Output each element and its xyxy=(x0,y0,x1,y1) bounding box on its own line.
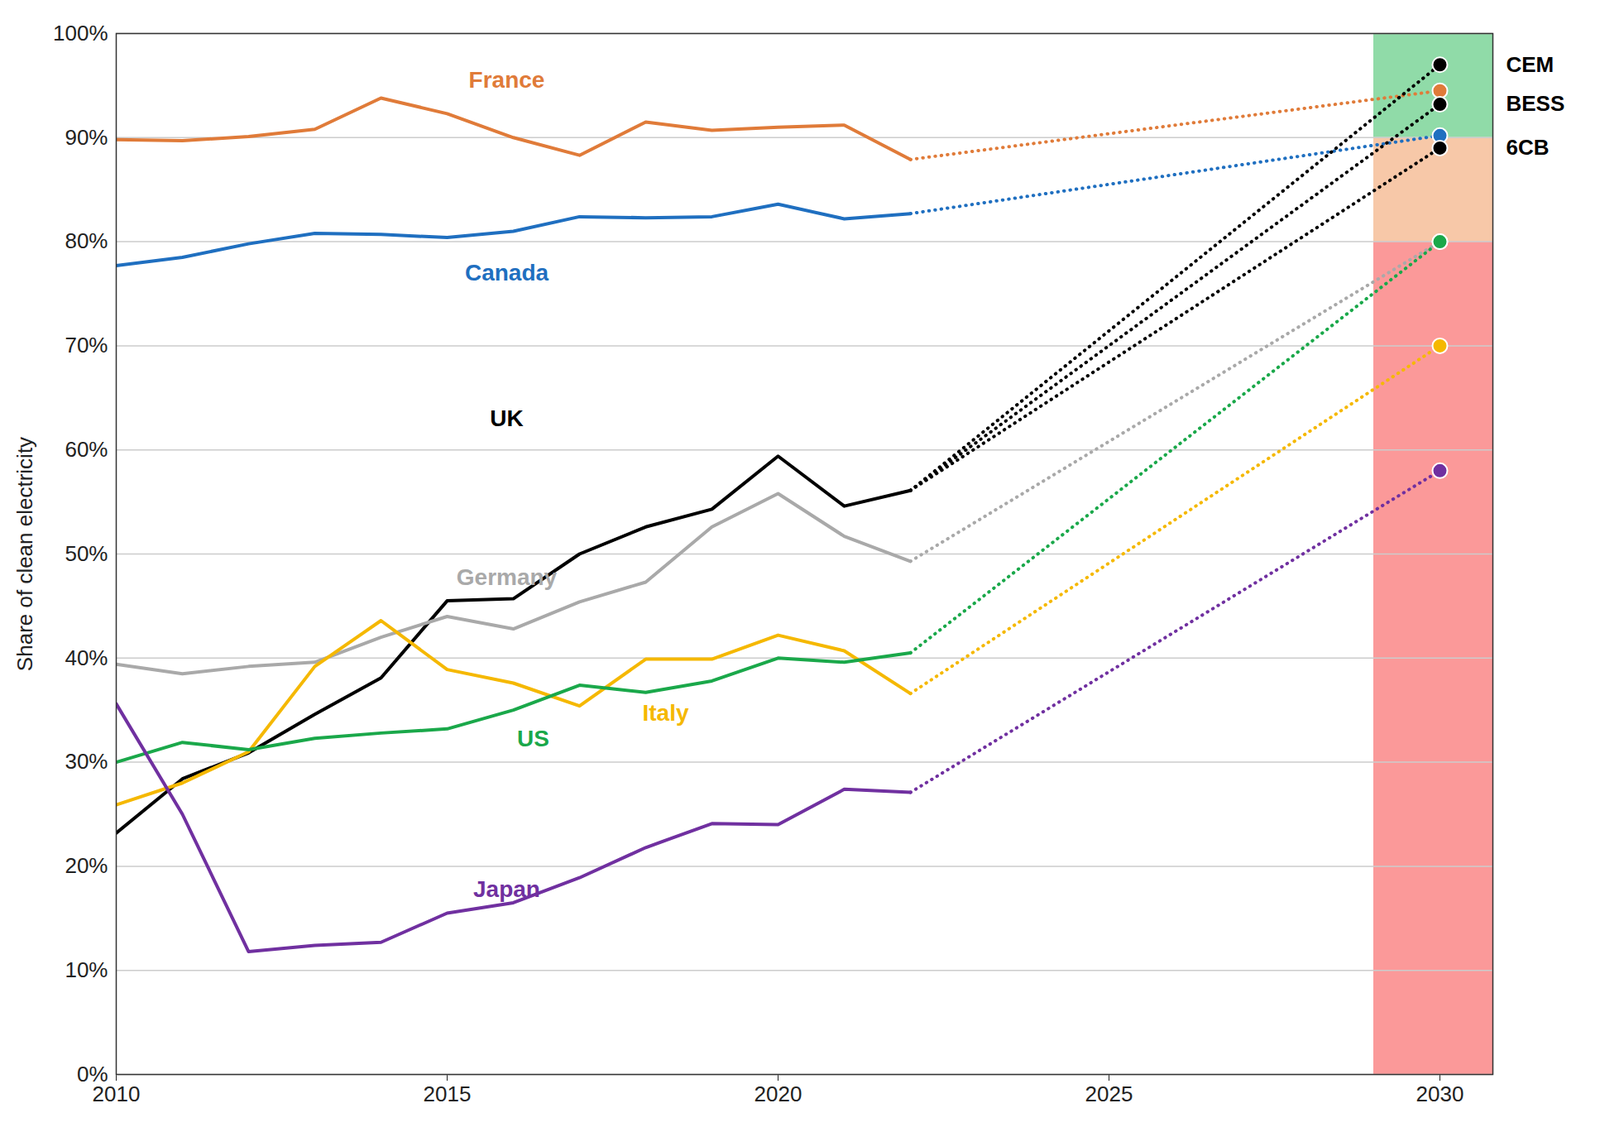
svg-text:6CB: 6CB xyxy=(1506,134,1550,160)
svg-text:2010: 2010 xyxy=(92,1081,141,1107)
svg-text:40%: 40% xyxy=(64,645,108,671)
svg-text:10%: 10% xyxy=(64,957,108,983)
svg-text:BESS: BESS xyxy=(1506,91,1566,116)
svg-text:20%: 20% xyxy=(64,852,108,878)
svg-text:Italy: Italy xyxy=(641,699,689,726)
svg-text:Japan: Japan xyxy=(473,876,541,902)
svg-text:2025: 2025 xyxy=(1085,1081,1134,1107)
svg-text:CEM: CEM xyxy=(1506,52,1555,77)
svg-text:US: US xyxy=(517,725,550,752)
svg-text:Canada: Canada xyxy=(464,259,550,286)
svg-text:2030: 2030 xyxy=(1416,1081,1465,1107)
svg-text:Germany: Germany xyxy=(456,564,558,590)
svg-text:0%: 0% xyxy=(76,1061,108,1087)
svg-text:90%: 90% xyxy=(64,124,108,150)
svg-text:70%: 70% xyxy=(64,332,108,358)
svg-text:UK: UK xyxy=(489,405,523,432)
svg-text:Share of clean electricity: Share of clean electricity xyxy=(12,436,38,671)
svg-text:30%: 30% xyxy=(64,748,108,774)
svg-text:France: France xyxy=(469,67,546,93)
svg-text:2020: 2020 xyxy=(754,1081,803,1107)
svg-text:100%: 100% xyxy=(52,20,109,46)
svg-text:80%: 80% xyxy=(64,228,108,254)
svg-text:60%: 60% xyxy=(64,436,108,462)
svg-text:50%: 50% xyxy=(64,541,108,566)
svg-text:2015: 2015 xyxy=(423,1081,472,1107)
